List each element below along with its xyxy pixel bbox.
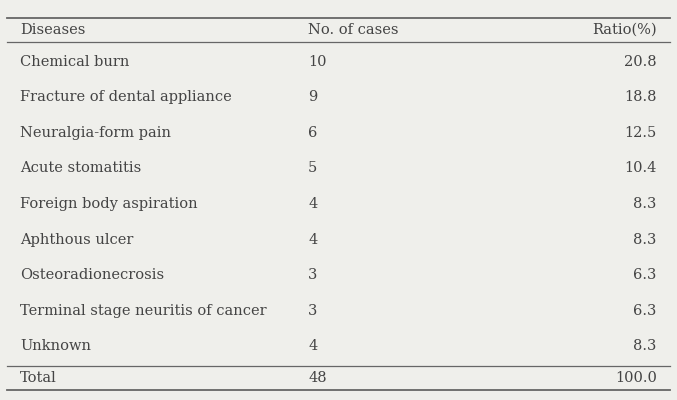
Text: 6: 6 — [308, 126, 318, 140]
Text: Acute stomatitis: Acute stomatitis — [20, 162, 141, 176]
Text: Neuralgia-form pain: Neuralgia-form pain — [20, 126, 171, 140]
Text: 4: 4 — [308, 197, 318, 211]
Text: 6.3: 6.3 — [633, 304, 657, 318]
Text: Aphthous ulcer: Aphthous ulcer — [20, 232, 133, 246]
Text: 5: 5 — [308, 162, 318, 176]
Text: 8.3: 8.3 — [633, 339, 657, 353]
Text: 8.3: 8.3 — [633, 232, 657, 246]
Text: 9: 9 — [308, 90, 318, 104]
Text: Osteoradionecrosis: Osteoradionecrosis — [20, 268, 165, 282]
Text: 3: 3 — [308, 268, 318, 282]
Text: No. of cases: No. of cases — [308, 23, 399, 37]
Text: Total: Total — [20, 371, 57, 385]
Text: 4: 4 — [308, 339, 318, 353]
Text: Diseases: Diseases — [20, 23, 86, 37]
Text: 4: 4 — [308, 232, 318, 246]
Text: 20.8: 20.8 — [624, 55, 657, 69]
Text: 100.0: 100.0 — [615, 371, 657, 385]
Text: Foreign body aspiration: Foreign body aspiration — [20, 197, 198, 211]
Text: 18.8: 18.8 — [624, 90, 657, 104]
Text: Ratio(%): Ratio(%) — [592, 23, 657, 37]
Text: Terminal stage neuritis of cancer: Terminal stage neuritis of cancer — [20, 304, 267, 318]
Text: Fracture of dental appliance: Fracture of dental appliance — [20, 90, 232, 104]
Text: 10.4: 10.4 — [624, 162, 657, 176]
Text: 10: 10 — [308, 55, 326, 69]
Text: 48: 48 — [308, 371, 327, 385]
Text: 3: 3 — [308, 304, 318, 318]
Text: Chemical burn: Chemical burn — [20, 55, 130, 69]
Text: 6.3: 6.3 — [633, 268, 657, 282]
Text: 12.5: 12.5 — [624, 126, 657, 140]
Text: 8.3: 8.3 — [633, 197, 657, 211]
Text: Unknown: Unknown — [20, 339, 91, 353]
